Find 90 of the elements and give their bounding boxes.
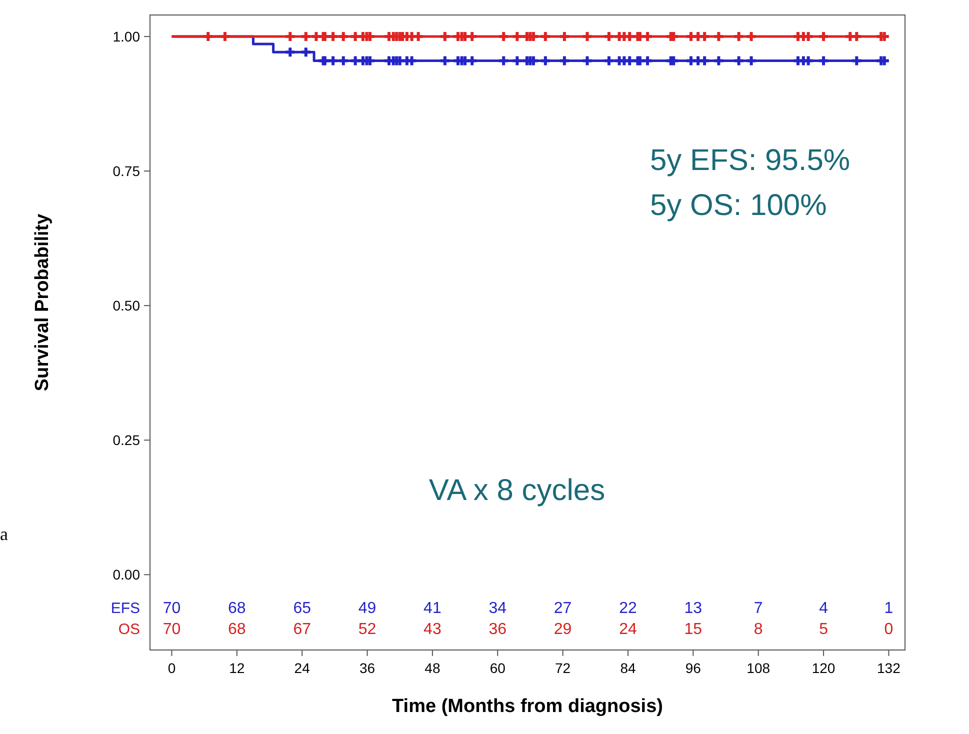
x-tick-label: 48: [424, 660, 440, 676]
annotation: VA x 8 cycles: [428, 474, 606, 507]
annotation: 24: [619, 621, 637, 638]
point: [499, 56, 508, 66]
point: [328, 32, 338, 42]
point: [468, 56, 477, 66]
text: OS: [118, 621, 140, 638]
x-tick-label: 96: [685, 660, 702, 676]
annotation: 22: [619, 600, 637, 617]
annotation: 34: [488, 600, 507, 617]
annotation: 7: [754, 600, 763, 617]
annotation: 27: [554, 600, 572, 617]
point: [560, 32, 569, 42]
point: [714, 32, 724, 42]
y-tick-label: 0.50: [112, 297, 140, 314]
text: a: [0, 524, 8, 544]
y-tick-label: 0.75: [112, 162, 140, 179]
annotation: 68: [228, 600, 246, 617]
y-tick-label: 1.00: [112, 28, 140, 44]
point: [512, 56, 522, 66]
point: [512, 32, 522, 42]
annotation: 0: [884, 621, 894, 638]
annotation: 4: [819, 600, 828, 617]
point: [625, 56, 634, 66]
annotation: 70: [162, 621, 181, 638]
point: [540, 32, 550, 42]
annotation: 43: [424, 621, 442, 638]
point: [669, 56, 678, 66]
point: [407, 56, 416, 66]
annotation: 52: [358, 621, 376, 638]
x-tick-label: 108: [746, 660, 770, 676]
point: [734, 56, 744, 66]
x-tick-label: 60: [490, 660, 506, 676]
point: [714, 56, 724, 66]
annotation: 49: [358, 600, 376, 617]
annotation: 5y OS: 100%: [650, 189, 827, 222]
point: [338, 56, 348, 66]
y-tick-label: 0.00: [112, 566, 140, 583]
point: [440, 32, 450, 42]
annotation: 70: [162, 600, 181, 617]
annotation: 13: [684, 600, 702, 617]
point: [440, 56, 450, 66]
annotation: 68: [228, 621, 246, 638]
point: [734, 32, 744, 42]
y-axis-title: Survival Probability: [32, 213, 53, 392]
point: [328, 56, 338, 66]
annotation: 1: [884, 600, 894, 617]
point: [338, 32, 348, 42]
point: [819, 56, 828, 66]
point: [540, 56, 550, 66]
point: [286, 32, 295, 42]
point: [604, 56, 614, 66]
x-tick-label: 120: [812, 660, 836, 676]
point: [604, 32, 614, 42]
point: [746, 32, 756, 42]
point: [746, 56, 756, 66]
x-tick-label: 36: [359, 660, 376, 676]
annotation: 15: [684, 621, 702, 638]
annotation: 41: [424, 600, 442, 617]
point: [804, 56, 813, 66]
annotation: 29: [554, 621, 572, 638]
point: [700, 56, 710, 66]
x-tick-label: 12: [229, 660, 245, 676]
point: [301, 48, 310, 57]
x-tick-label: 84: [620, 660, 636, 676]
annotation: 36: [488, 621, 507, 638]
annotation: 65: [293, 600, 312, 617]
point: [852, 56, 862, 66]
point: [819, 32, 828, 42]
point: [220, 32, 230, 42]
x-tick-label: 132: [877, 660, 901, 676]
annotation: 67: [293, 621, 312, 638]
annotation: 5: [819, 621, 828, 638]
x-tick-label: 72: [555, 660, 571, 676]
annotation: 5y EFS: 95.5%: [650, 144, 850, 177]
y-tick-label: 0.25: [112, 432, 140, 448]
annotation: 8: [754, 621, 763, 638]
point: [301, 32, 310, 42]
point: [582, 32, 592, 42]
x-tick-label: 24: [294, 660, 310, 676]
x-tick-label: 0: [168, 660, 176, 676]
x-axis-title: Time (Months from diagnosis): [392, 696, 663, 717]
point: [643, 56, 652, 66]
text: EFS: [110, 600, 140, 617]
point: [582, 56, 592, 66]
point: [499, 32, 508, 42]
point: [204, 32, 213, 42]
point: [643, 32, 652, 42]
point: [286, 48, 295, 57]
point: [560, 56, 569, 66]
